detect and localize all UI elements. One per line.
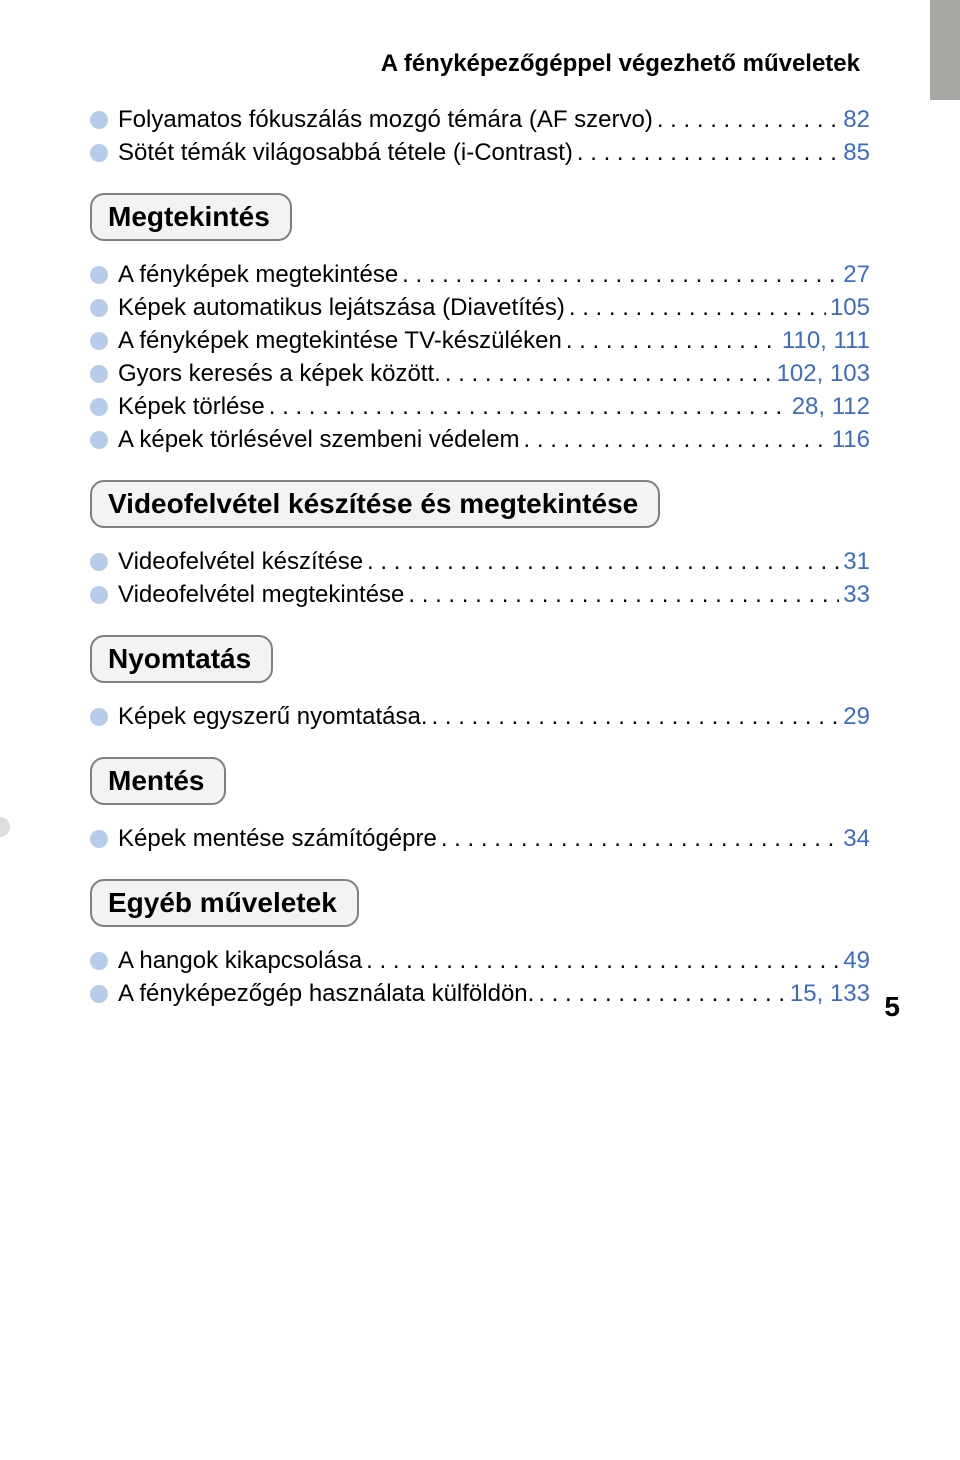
toc-label: Képek törlése <box>118 393 265 421</box>
toc-label: Videofelvétel készítése <box>118 548 363 576</box>
section-heading-wrap: Egyéb műveletek <box>90 879 870 933</box>
section-heading-wrap: Nyomtatás <box>90 635 870 689</box>
toc-leader-dots <box>565 294 826 322</box>
toc-page-ref[interactable]: 31 <box>839 548 870 576</box>
section-heading: Nyomtatás <box>90 635 273 683</box>
toc-leader-dots <box>428 703 840 731</box>
toc-page-ref[interactable]: 27 <box>839 261 870 289</box>
page-content: A fényképezőgéppel végezhető műveletek F… <box>0 0 960 1053</box>
bullet-icon <box>90 266 108 284</box>
bullet-icon <box>90 111 108 129</box>
toc-page-ref[interactable]: 105 <box>826 294 870 322</box>
bullet-icon <box>90 332 108 350</box>
toc-line[interactable]: Képek törlése 28, 112 <box>90 393 870 421</box>
toc-leader-dots <box>398 261 839 289</box>
page-number: 5 <box>884 991 900 1023</box>
toc-label: Sötét témák világosabbá tétele (i-Contra… <box>118 139 573 167</box>
toc-page-ref[interactable]: 49 <box>839 947 870 975</box>
section-heading: Megtekintés <box>90 193 292 241</box>
toc-label: Képek egyszerű nyomtatása. <box>118 703 428 731</box>
bullet-icon <box>90 365 108 383</box>
section-heading: Mentés <box>90 757 226 805</box>
toc-leader-dots <box>437 825 839 853</box>
toc-page-ref[interactable]: 15, 133 <box>786 980 870 1008</box>
toc-page-ref[interactable]: 33 <box>839 581 870 609</box>
toc-line[interactable]: A képek törlésével szembeni védelem 116 <box>90 426 870 454</box>
toc-leader-dots <box>265 393 788 421</box>
toc-page-ref[interactable]: 82 <box>839 106 870 134</box>
bullet-icon <box>90 952 108 970</box>
bullet-icon <box>90 985 108 1003</box>
toc-label: Képek mentése számítógépre <box>118 825 437 853</box>
section-heading: Videofelvétel készítése és megtekintése <box>90 480 660 528</box>
section-heading-wrap: Videofelvétel készítése és megtekintése <box>90 480 870 534</box>
toc-label: Folyamatos fókuszálás mozgó témára (AF s… <box>118 106 653 134</box>
toc-leader-dots <box>362 947 839 975</box>
section-heading: Egyéb műveletek <box>90 879 359 927</box>
toc-line[interactable]: Folyamatos fókuszálás mozgó témára (AF s… <box>90 106 870 134</box>
toc-line[interactable]: Gyors keresés a képek között. 102, 103 <box>90 360 870 388</box>
toc-leader-dots <box>573 139 839 167</box>
section-heading-wrap: Mentés <box>90 757 870 811</box>
toc-line[interactable]: A fényképek megtekintése 27 <box>90 261 870 289</box>
toc-leader-dots <box>534 980 786 1008</box>
toc-label: A fényképezőgép használata külföldön. <box>118 980 534 1008</box>
toc-leader-dots <box>441 360 773 388</box>
toc-line[interactable]: A fényképezőgép használata külföldön. 15,… <box>90 980 870 1008</box>
toc-page-ref[interactable]: 116 <box>828 426 870 454</box>
bullet-icon <box>90 586 108 604</box>
toc-line[interactable]: A hangok kikapcsolása 49 <box>90 947 870 975</box>
bullet-icon <box>90 830 108 848</box>
toc-page-ref[interactable]: 29 <box>839 703 870 731</box>
toc-label: Gyors keresés a képek között. <box>118 360 441 388</box>
bullet-icon <box>90 398 108 416</box>
bullet-icon <box>90 144 108 162</box>
toc-line[interactable]: Képek mentése számítógépre 34 <box>90 825 870 853</box>
toc-page-ref[interactable]: 102, 103 <box>773 360 870 388</box>
bullet-icon <box>90 299 108 317</box>
toc-line[interactable]: Sötét témák világosabbá tétele (i-Contra… <box>90 139 870 167</box>
toc-page-ref[interactable]: 85 <box>839 139 870 167</box>
toc-line[interactable]: Képek automatikus lejátszása (Diavetítés… <box>90 294 870 322</box>
toc-line[interactable]: Képek egyszerű nyomtatása. 29 <box>90 703 870 731</box>
toc-page-ref[interactable]: 110, 111 <box>778 327 870 355</box>
bullet-icon <box>90 553 108 571</box>
toc-page-ref[interactable]: 34 <box>839 825 870 853</box>
toc-label: A képek törlésével szembeni védelem <box>118 426 520 454</box>
toc-leader-dots <box>653 106 839 134</box>
bullet-icon <box>90 708 108 726</box>
save-icon <box>0 717 10 887</box>
toc-label: A fényképek megtekintése <box>118 261 398 289</box>
toc-line[interactable]: A fényképek megtekintése TV-készüléken 11… <box>90 327 870 355</box>
toc-leader-dots <box>404 581 839 609</box>
section-heading-wrap: Megtekintés <box>90 193 870 247</box>
toc-label: Videofelvétel megtekintése <box>118 581 404 609</box>
toc-leader-dots <box>562 327 778 355</box>
toc-label: A hangok kikapcsolása <box>118 947 362 975</box>
page-title: A fényképezőgéppel végezhető műveletek <box>90 50 860 78</box>
toc-label: Képek automatikus lejátszása (Diavetítés… <box>118 294 565 322</box>
toc-line[interactable]: Videofelvétel megtekintése 33 <box>90 581 870 609</box>
toc-leader-dots <box>363 548 839 576</box>
toc-line[interactable]: Videofelvétel készítése 31 <box>90 548 870 576</box>
toc-leader-dots <box>520 426 828 454</box>
bullet-icon <box>90 431 108 449</box>
toc-page-ref[interactable]: 28, 112 <box>788 393 870 421</box>
toc-label: A fényképek megtekintése TV-készüléken <box>118 327 562 355</box>
